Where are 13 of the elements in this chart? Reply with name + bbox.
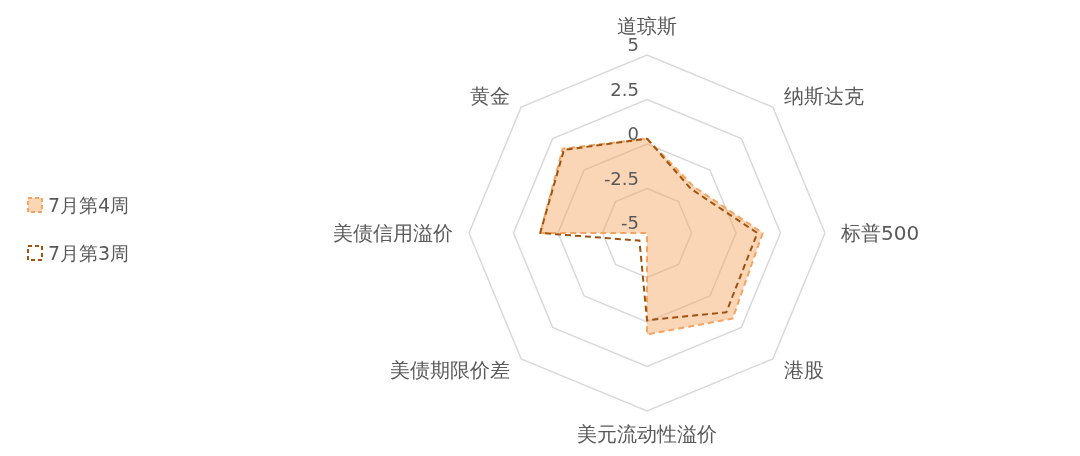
- spoke-label: 美元流动性溢价: [577, 422, 717, 447]
- spoke-label: 港股: [784, 358, 825, 383]
- legend-label: 7月第3周: [48, 242, 130, 264]
- legend-label: 7月第4周: [48, 194, 130, 216]
- y-tick-label: 2.5: [610, 78, 639, 100]
- spoke-label: 标普500: [840, 221, 920, 245]
- spoke-label: 美债信用溢价: [332, 221, 453, 245]
- y-tick-label: 0: [627, 123, 639, 144]
- spoke-label: 美债期限价差: [389, 358, 510, 383]
- spoke-label: 纳斯达克: [784, 83, 865, 108]
- y-tick-label: -5: [621, 212, 639, 233]
- y-tick-label: -2.5: [603, 167, 639, 189]
- spoke-label: 黄金: [469, 83, 510, 108]
